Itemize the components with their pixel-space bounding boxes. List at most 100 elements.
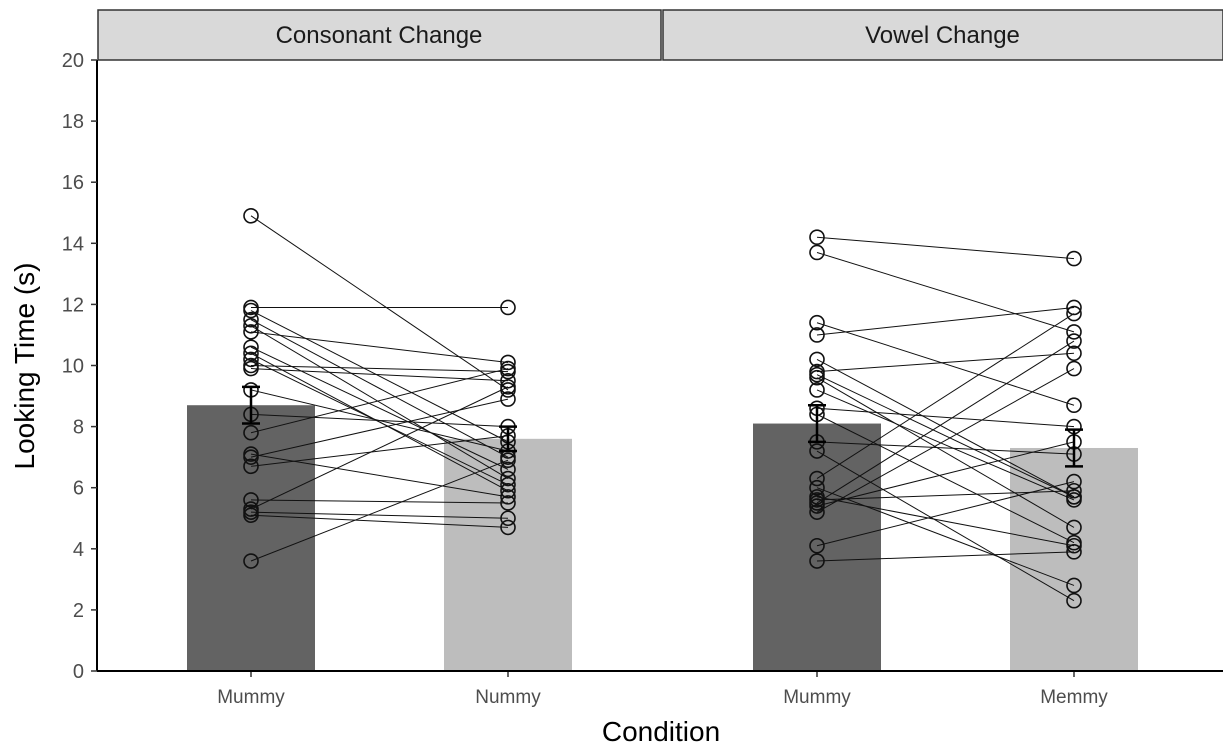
pair-line	[816, 441, 1075, 507]
data-point	[809, 498, 825, 514]
data-point	[500, 495, 516, 511]
data-point	[809, 327, 825, 343]
pair-line	[250, 413, 509, 428]
data-point	[243, 302, 259, 319]
data-point	[809, 314, 825, 331]
pair-line	[250, 398, 509, 458]
data-point	[809, 470, 825, 487]
data-point	[1066, 473, 1082, 490]
pair-line	[250, 358, 509, 486]
pair-line	[250, 215, 509, 391]
pair-line	[816, 389, 1075, 501]
data-point	[1066, 345, 1082, 362]
data-point	[500, 391, 516, 407]
y-tick-label: 20	[62, 50, 84, 72]
data-point	[500, 510, 516, 527]
data-point	[500, 452, 516, 469]
data-point	[243, 324, 259, 340]
pair-line	[816, 368, 1075, 513]
data-point	[1066, 250, 1082, 267]
data-point	[500, 354, 516, 371]
y-tick-label: 2	[73, 600, 84, 622]
data-point	[809, 229, 825, 245]
pair-line	[250, 331, 509, 363]
pair-line	[816, 306, 1075, 336]
pair-line	[250, 365, 509, 373]
panel-strip	[97, 9, 662, 61]
pair-line	[816, 551, 1075, 562]
pair-line	[816, 407, 1075, 428]
data-point	[809, 382, 825, 398]
data-point	[500, 379, 516, 395]
data-point	[500, 299, 516, 316]
y-tick-label: 16	[62, 172, 84, 194]
data-point	[500, 519, 516, 536]
y-tick-label: 10	[62, 356, 84, 378]
data-point	[243, 208, 259, 224]
x-tick-label: Mummy	[217, 687, 285, 708]
pair-line	[816, 358, 1075, 498]
panel-2: Vowel Change Mummy Memmy	[662, 9, 1223, 708]
y-tick-label: 12	[62, 294, 84, 316]
data-point	[500, 489, 516, 505]
data-point	[243, 317, 259, 334]
data-point	[243, 351, 259, 368]
data-point	[243, 492, 259, 508]
data-point	[243, 553, 259, 569]
data-point	[1066, 324, 1082, 340]
data-point	[1066, 305, 1082, 322]
bar	[753, 423, 881, 671]
data-point	[1066, 592, 1082, 609]
pair-line	[250, 499, 509, 504]
pair-line	[250, 319, 509, 458]
data-point	[500, 372, 516, 389]
data-point	[1066, 577, 1082, 594]
y-axis-title: Looking Time (s)	[9, 263, 40, 470]
pair-line	[816, 236, 1075, 260]
data-point	[243, 345, 259, 362]
strip-label: Vowel Change	[865, 22, 1020, 49]
pair-line	[250, 435, 509, 467]
pair-line	[250, 514, 509, 528]
data-point	[500, 470, 516, 487]
data-point	[1066, 537, 1082, 554]
pair-line	[816, 481, 1075, 547]
data-point	[500, 360, 516, 377]
data-point	[500, 461, 516, 478]
x-tick-label: Memmy	[1040, 687, 1108, 708]
data-point	[243, 311, 259, 328]
data-point	[809, 504, 825, 520]
pair-line	[816, 487, 1075, 586]
data-point	[1066, 299, 1082, 316]
data-point	[1066, 482, 1082, 499]
pair-line	[816, 313, 1075, 479]
pair-line	[816, 251, 1075, 333]
panel-1: Consonant Change Mummy Nummy	[97, 9, 662, 708]
data-point	[1066, 333, 1082, 349]
data-point	[243, 360, 259, 377]
pair-line	[250, 325, 509, 479]
pair-line	[250, 386, 509, 510]
pair-line	[250, 511, 509, 519]
pair-line	[816, 340, 1075, 504]
pair-line	[816, 352, 1075, 373]
data-point	[1066, 397, 1082, 414]
pair-line	[816, 377, 1075, 528]
strip-label: Consonant Change	[276, 22, 483, 49]
pair-line	[250, 459, 509, 562]
data-point	[500, 476, 516, 493]
x-tick-label: Mummy	[783, 687, 851, 708]
data-point	[243, 449, 259, 465]
data-point	[809, 443, 825, 459]
data-point	[243, 507, 259, 523]
data-point	[809, 244, 825, 261]
y-tick-label: 18	[62, 111, 84, 133]
pair-line	[816, 496, 1075, 547]
x-axis-title: Condition	[602, 716, 720, 745]
bar	[444, 438, 572, 671]
data-point	[1066, 519, 1082, 536]
y-tick-label: 8	[73, 417, 84, 439]
pair-line	[250, 310, 509, 443]
data-point	[1066, 544, 1082, 560]
